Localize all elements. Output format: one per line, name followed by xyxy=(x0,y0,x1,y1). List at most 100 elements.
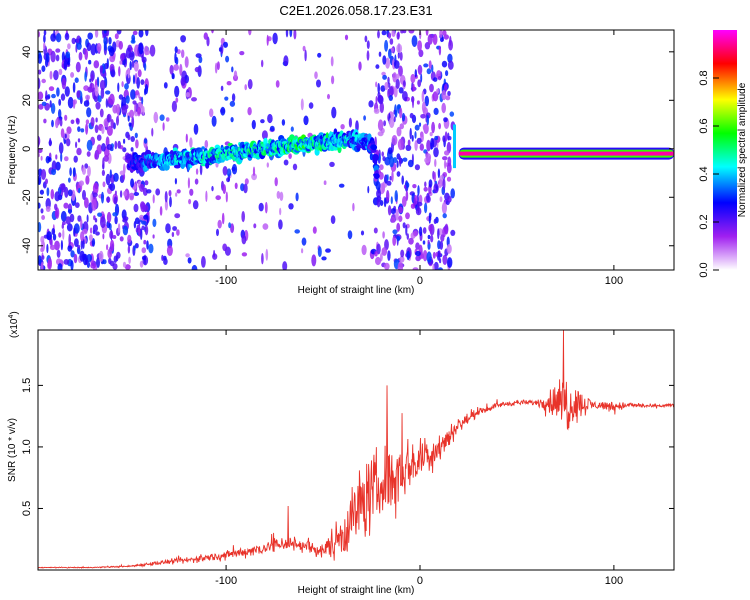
noise-cell xyxy=(385,57,390,69)
noise-cell xyxy=(399,255,405,263)
noise-cell xyxy=(446,244,452,254)
noise-cell xyxy=(108,37,112,45)
noise-cell xyxy=(43,118,47,124)
noise-cell xyxy=(367,185,370,194)
noise-cell xyxy=(396,73,400,80)
noise-cell xyxy=(409,127,412,140)
noise-cell xyxy=(437,267,443,270)
noise-cell xyxy=(86,139,93,152)
noise-cell xyxy=(376,243,381,255)
noise-cell xyxy=(132,100,137,105)
noise-cell xyxy=(41,65,46,72)
noise-cell xyxy=(93,95,97,100)
noise-cell xyxy=(425,153,432,161)
noise-cell xyxy=(317,52,322,58)
noise-cell xyxy=(184,56,189,68)
noise-cell xyxy=(87,86,93,93)
noise-cell xyxy=(117,106,120,119)
signal-cell xyxy=(289,134,295,140)
noise-cell xyxy=(133,221,137,229)
noise-cell xyxy=(428,179,433,188)
noise-cell xyxy=(79,37,82,45)
noise-cell xyxy=(428,215,431,224)
noise-cell xyxy=(422,227,427,234)
noise-cell xyxy=(433,261,439,270)
noise-cell xyxy=(60,210,67,222)
noise-cell xyxy=(360,230,365,236)
noise-cell xyxy=(68,177,71,183)
noise-cell xyxy=(379,101,384,114)
noise-cell xyxy=(155,188,161,196)
noise-cell xyxy=(437,228,440,240)
noise-cell xyxy=(394,109,398,118)
noise-cell xyxy=(92,192,98,198)
noise-cell xyxy=(169,196,172,208)
noise-cell xyxy=(79,180,84,186)
noise-cell xyxy=(105,90,111,95)
noise-cell xyxy=(38,255,42,265)
noise-cell xyxy=(402,157,408,162)
noise-cell xyxy=(278,219,283,230)
noise-cell xyxy=(303,115,309,126)
noise-cell xyxy=(129,192,135,200)
noise-cell xyxy=(390,216,396,223)
noise-cell xyxy=(80,128,85,133)
noise-cell xyxy=(112,212,118,217)
noise-cell xyxy=(109,93,115,106)
snr-y-axis-label: SNR (10 * v/v) xyxy=(7,418,18,482)
noise-cell xyxy=(442,213,447,219)
noise-cell xyxy=(165,117,170,122)
noise-cell xyxy=(411,35,418,47)
noise-cell xyxy=(226,168,232,177)
noise-cell xyxy=(433,107,439,115)
noise-cell xyxy=(317,246,322,258)
noise-cell xyxy=(138,30,144,38)
noise-cell xyxy=(142,106,145,115)
noise-cell xyxy=(52,233,57,241)
noise-cell xyxy=(136,77,140,89)
noise-cell xyxy=(191,97,197,102)
noise-cell xyxy=(377,119,384,131)
noise-cell xyxy=(292,163,298,171)
noise-cell xyxy=(38,175,42,185)
noise-cell xyxy=(141,225,145,231)
noise-cell xyxy=(413,197,416,207)
noise-cell xyxy=(78,51,83,61)
noise-cell xyxy=(132,37,135,43)
noise-cell xyxy=(64,156,69,162)
noise-cell xyxy=(216,228,219,237)
noise-cell xyxy=(433,147,439,158)
noise-cell xyxy=(127,134,131,141)
noise-cell xyxy=(49,70,53,80)
noise-cell xyxy=(426,68,432,75)
noise-cell xyxy=(50,189,55,200)
noise-cell xyxy=(386,190,390,202)
noise-cell xyxy=(96,134,102,141)
noise-cell xyxy=(143,214,149,220)
noise-cell xyxy=(428,60,432,70)
noise-cell xyxy=(383,262,390,270)
noise-cell xyxy=(414,164,420,171)
noise-cell xyxy=(379,164,384,171)
x-tick-label: -100 xyxy=(215,575,237,587)
noise-cell xyxy=(187,257,192,264)
noise-cell xyxy=(45,178,48,185)
noise-cell xyxy=(174,213,181,219)
noise-cell xyxy=(386,174,389,181)
noise-cell xyxy=(46,187,50,197)
noise-cell xyxy=(412,96,414,109)
noise-cell xyxy=(229,100,236,107)
noise-cell xyxy=(122,261,127,268)
noise-cell xyxy=(414,140,418,151)
noise-cell xyxy=(225,55,230,63)
noise-cell xyxy=(373,108,380,114)
noise-cell xyxy=(421,101,426,113)
noise-cell xyxy=(134,101,137,114)
noise-cell xyxy=(403,80,406,87)
noise-cell xyxy=(393,60,400,69)
noise-cell xyxy=(450,229,456,236)
noise-cell xyxy=(130,136,135,142)
noise-cell xyxy=(261,59,264,68)
noise-cell xyxy=(288,153,292,160)
noise-cell xyxy=(396,235,401,242)
